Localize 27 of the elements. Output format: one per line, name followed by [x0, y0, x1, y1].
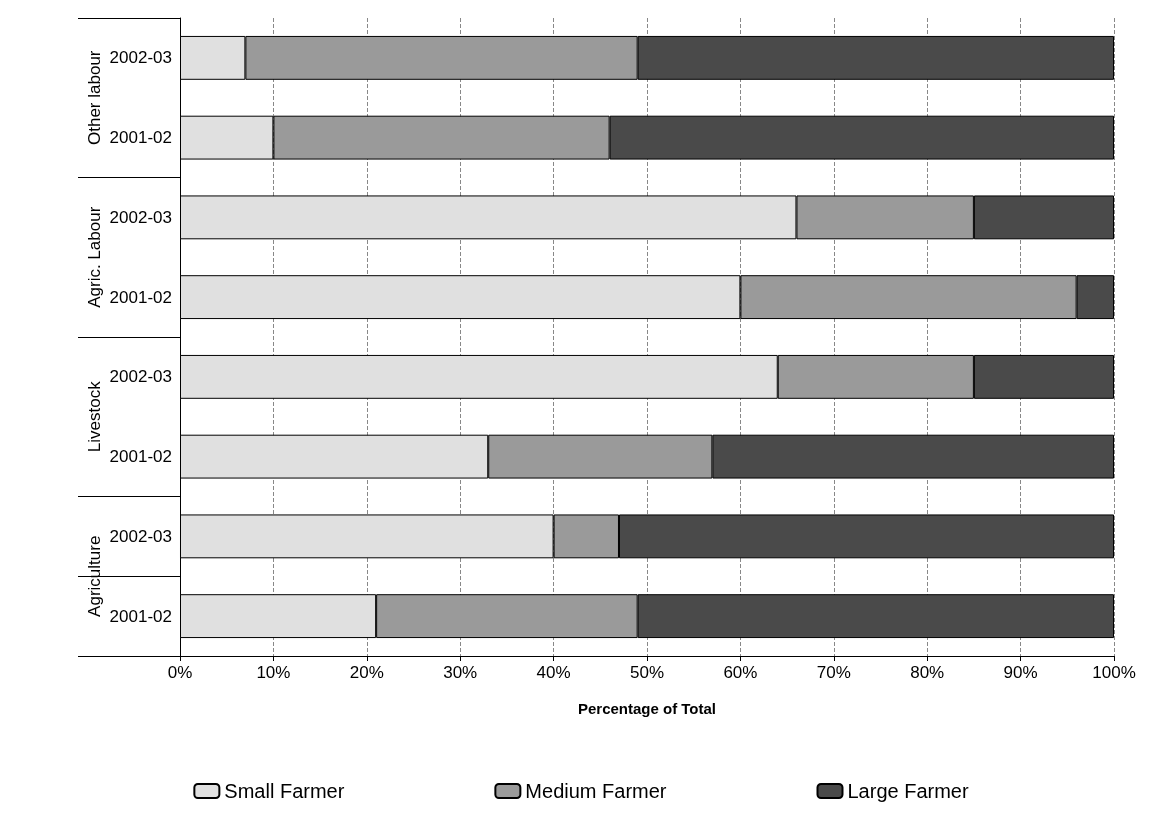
y-tick-label: 2001-02 [109, 447, 172, 467]
y-tick-label: 2002-03 [109, 207, 172, 227]
text: Other labour [84, 50, 104, 145]
x-tick-label: 100% [1092, 663, 1136, 682]
legend-label: Small Farmer [224, 780, 345, 802]
x-axis-title: Percentage of Total [577, 700, 717, 717]
y-tick-label: 2001-02 [109, 606, 172, 626]
x-tick-label: 40% [536, 663, 571, 682]
x-tick-label: 80% [910, 663, 945, 682]
x-tick-label: 50% [629, 663, 665, 682]
legend-label: Large Farmer [847, 780, 969, 802]
y-tick-label: 2001-02 [109, 287, 172, 307]
y-tick-label: 2002-03 [109, 48, 172, 68]
x-tick-label: 0% [167, 663, 193, 682]
text: Agriculture [84, 535, 104, 617]
y-tick-label: 2001-02 [109, 128, 172, 148]
y-tick-label: 2002-03 [109, 367, 172, 387]
x-tick-label: 70% [816, 663, 851, 682]
x-tick-label: 30% [443, 663, 478, 682]
text: Livestock [84, 380, 104, 453]
text: Agric. Labour [84, 206, 104, 308]
legend-label: Medium Farmer [525, 780, 667, 802]
x-tick-label: 60% [723, 663, 758, 682]
x-tick-label: 10% [256, 663, 291, 682]
x-tick-label: 20% [349, 663, 384, 682]
x-tick-label: 90% [1003, 663, 1038, 682]
y-tick-label: 2002-03 [109, 526, 172, 546]
